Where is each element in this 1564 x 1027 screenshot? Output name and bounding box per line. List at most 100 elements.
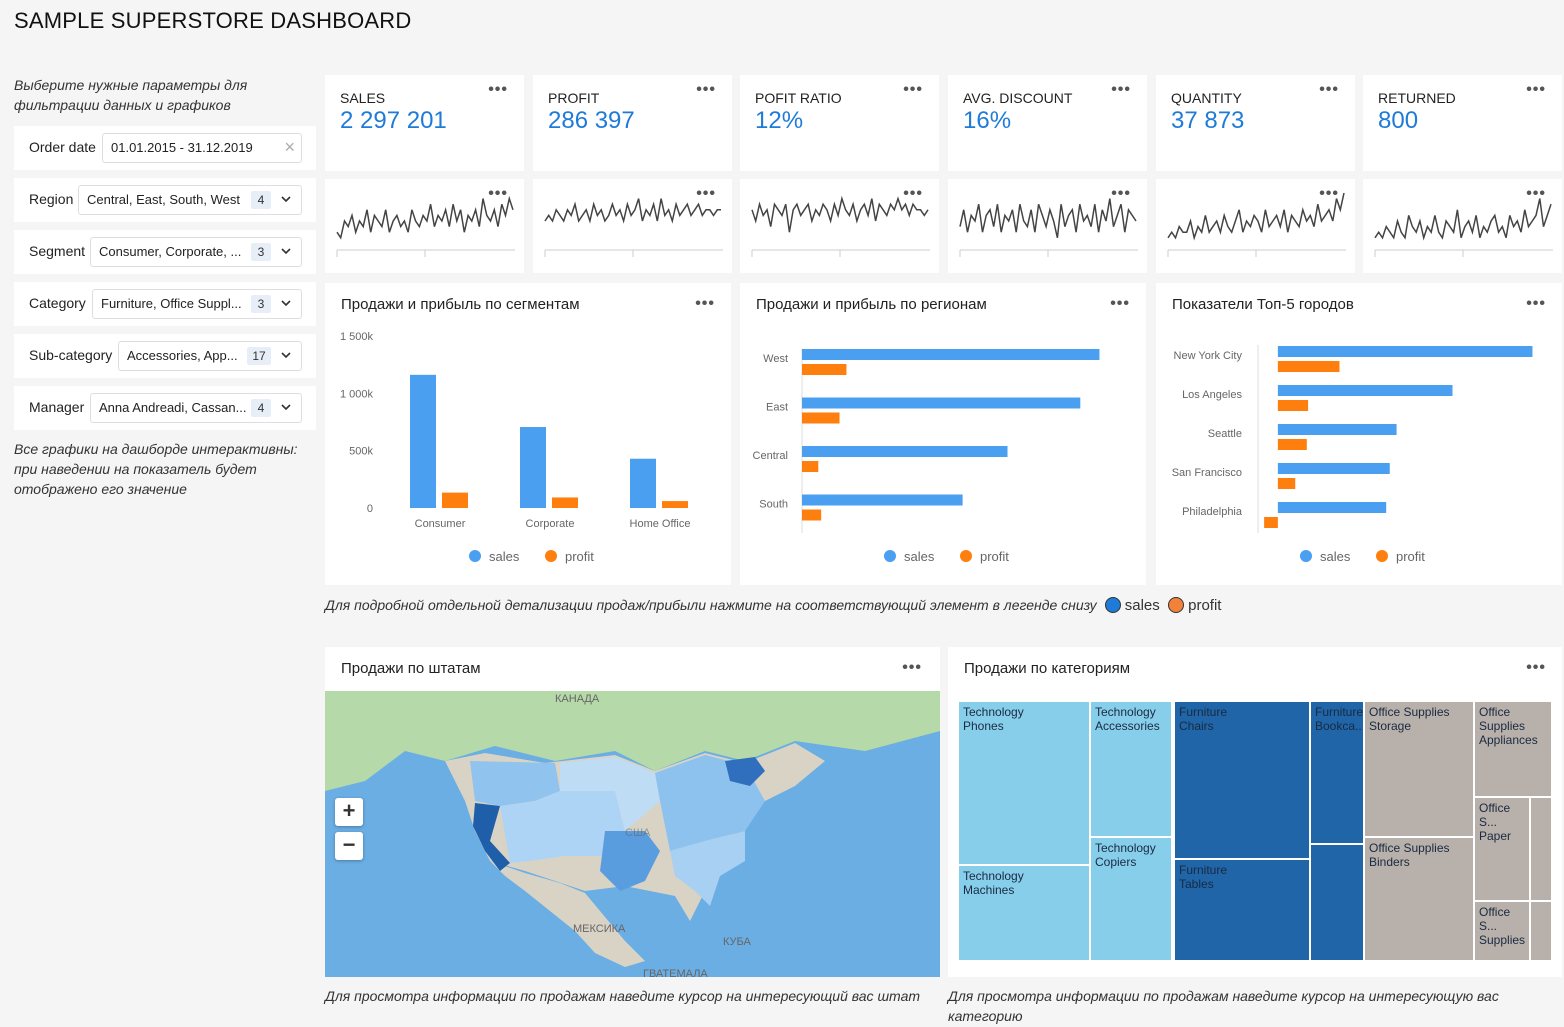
legend-sales[interactable]: sales	[469, 549, 519, 564]
profit-bar[interactable]	[1264, 517, 1278, 528]
date-range-input[interactable]: 01.01.2015 - 31.12.2019 ×	[102, 133, 302, 163]
profit-bar[interactable]	[802, 509, 822, 521]
sparkline-line[interactable]	[336, 195, 514, 240]
treemap-cell[interactable]: Technology Copiers	[1090, 837, 1172, 961]
clear-icon[interactable]: ×	[284, 137, 295, 157]
legend-profit[interactable]: profit	[544, 549, 594, 564]
sparkline-card[interactable]: •••	[1156, 179, 1355, 273]
profit-bar[interactable]	[1277, 439, 1307, 450]
zoom-out-button[interactable]: −	[335, 832, 363, 860]
sparkline-line[interactable]	[959, 198, 1137, 238]
profit-bar[interactable]	[802, 461, 819, 472]
segment-select[interactable]: Consumer, Corporate, ... 3	[90, 237, 302, 267]
sales-bar[interactable]	[520, 427, 546, 508]
treemap-cell[interactable]: Technology Machines	[958, 865, 1090, 961]
sales-bar[interactable]	[802, 494, 963, 506]
sales-bar[interactable]	[1277, 385, 1453, 396]
sparkline-line[interactable]	[751, 195, 929, 233]
cities-bar-chart[interactable]: New York City Los Angeles Seattle San Franc…	[1156, 283, 1562, 533]
profit-bar[interactable]	[802, 412, 840, 424]
sparkline-card[interactable]: •••	[1363, 179, 1562, 273]
sales-bar[interactable]	[802, 397, 1081, 409]
treemap-cell[interactable]	[1530, 797, 1552, 901]
sparkline-card[interactable]: •••	[533, 179, 732, 273]
segments-bar-chart[interactable]: 0 500k 1 000k 1 500k Consumer Corporate Home O…	[325, 283, 731, 533]
panel-menu-icon[interactable]: •••	[903, 81, 923, 98]
treemap-cell[interactable]: Office Supplies Binders	[1364, 837, 1474, 961]
treemap-cell[interactable]: Office Supplies Storage	[1364, 701, 1474, 837]
sales-bar[interactable]	[410, 374, 436, 508]
sparkline-chart[interactable]	[948, 179, 1147, 273]
manager-select[interactable]: Anna Andreadi, Cassan... 4	[90, 393, 302, 423]
panel-menu-icon[interactable]: •••	[1526, 81, 1546, 98]
category-treemap[interactable]: Technology Phones Technology Machines Techno…	[958, 701, 1552, 961]
category-select[interactable]: Furniture, Office Suppl... 3	[92, 289, 302, 319]
sparkline-line[interactable]	[1374, 198, 1552, 241]
zoom-in-button[interactable]: +	[335, 798, 363, 826]
sparkline-line[interactable]	[1167, 192, 1345, 241]
kpi-card[interactable]: QUANTITY 37 873 •••	[1156, 75, 1355, 171]
sparkline-card[interactable]: •••	[948, 179, 1147, 273]
panel-menu-icon[interactable]: •••	[1319, 185, 1339, 202]
sparkline-chart[interactable]	[740, 179, 939, 273]
region-select[interactable]: Central, East, South, West 4	[78, 185, 302, 215]
kpi-card[interactable]: POFIT RATIO 12% •••	[740, 75, 939, 171]
sales-bar[interactable]	[1277, 463, 1390, 474]
regions-bar-chart[interactable]: West East Central South	[740, 283, 1146, 533]
treemap-cell[interactable]	[1530, 901, 1552, 961]
profit-bar[interactable]	[442, 492, 468, 508]
kpi-card[interactable]: SALES 2 297 201 •••	[325, 75, 524, 171]
profit-bar[interactable]	[1277, 361, 1340, 372]
panel-menu-icon[interactable]: •••	[1526, 295, 1546, 312]
sales-bar[interactable]	[1277, 424, 1397, 435]
treemap-cell[interactable]: Furniture Bookca...	[1310, 701, 1364, 844]
panel-menu-icon[interactable]: •••	[1319, 81, 1339, 98]
panel-menu-icon[interactable]: •••	[488, 185, 508, 202]
treemap-cell[interactable]: Furniture Tables	[1174, 859, 1310, 961]
treemap-cell[interactable]: Office S... Supplies	[1474, 901, 1530, 961]
sales-bar[interactable]	[1277, 346, 1533, 357]
sparkline-line[interactable]	[544, 198, 721, 224]
sparkline-chart[interactable]	[533, 179, 732, 273]
kpi-card[interactable]: PROFIT 286 397 •••	[533, 75, 732, 171]
sparkline-chart[interactable]	[325, 179, 524, 273]
panel-menu-icon[interactable]: •••	[902, 659, 922, 676]
profit-bar[interactable]	[802, 364, 847, 375]
sales-bar[interactable]	[802, 446, 1008, 457]
sparkline-chart[interactable]	[1156, 179, 1355, 273]
sparkline-chart[interactable]	[1363, 179, 1562, 273]
treemap-cell[interactable]: Technology Accessories	[1090, 701, 1172, 837]
panel-menu-icon[interactable]: •••	[696, 185, 716, 202]
sparkline-card[interactable]: •••	[325, 179, 524, 273]
panel-menu-icon[interactable]: •••	[1526, 185, 1546, 202]
treemap-cell[interactable]	[1310, 844, 1364, 961]
panel-menu-icon[interactable]: •••	[695, 295, 715, 312]
profit-bar[interactable]	[1277, 478, 1296, 489]
panel-menu-icon[interactable]: •••	[1110, 295, 1130, 312]
legend-sales[interactable]: sales	[1300, 549, 1350, 564]
treemap-cell[interactable]: Office S... Paper	[1474, 797, 1530, 901]
sales-bar[interactable]	[802, 349, 1100, 360]
panel-menu-icon[interactable]: •••	[488, 81, 508, 98]
legend-profit[interactable]: profit	[959, 549, 1009, 564]
panel-menu-icon[interactable]: •••	[696, 81, 716, 98]
usa-sales-map[interactable]: КАНАДА США МЕКСИКА КУБА ГВАТЕМАЛА	[325, 691, 940, 977]
legend-sales[interactable]: sales	[884, 549, 934, 564]
treemap-cell[interactable]: Technology Phones	[958, 701, 1090, 865]
panel-menu-icon[interactable]: •••	[903, 185, 923, 202]
kpi-card[interactable]: AVG. DISCOUNT 16% •••	[948, 75, 1147, 171]
profit-bar[interactable]	[662, 501, 688, 508]
profit-bar[interactable]	[1277, 400, 1309, 411]
panel-menu-icon[interactable]: •••	[1111, 81, 1131, 98]
panel-menu-icon[interactable]: •••	[1111, 185, 1131, 202]
sparkline-card[interactable]: •••	[740, 179, 939, 273]
profit-bar[interactable]	[552, 497, 578, 508]
legend-profit[interactable]: profit	[1375, 549, 1425, 564]
treemap-cell[interactable]: Furniture Chairs	[1174, 701, 1310, 859]
kpi-card[interactable]: RETURNED 800 •••	[1363, 75, 1562, 171]
sub-category-select[interactable]: Accessories, App... 17	[118, 341, 302, 371]
treemap-cell[interactable]: Office Supplies Appliances	[1474, 701, 1552, 797]
sales-bar[interactable]	[630, 458, 656, 508]
sales-bar[interactable]	[1277, 502, 1387, 513]
panel-menu-icon[interactable]: •••	[1526, 659, 1546, 676]
